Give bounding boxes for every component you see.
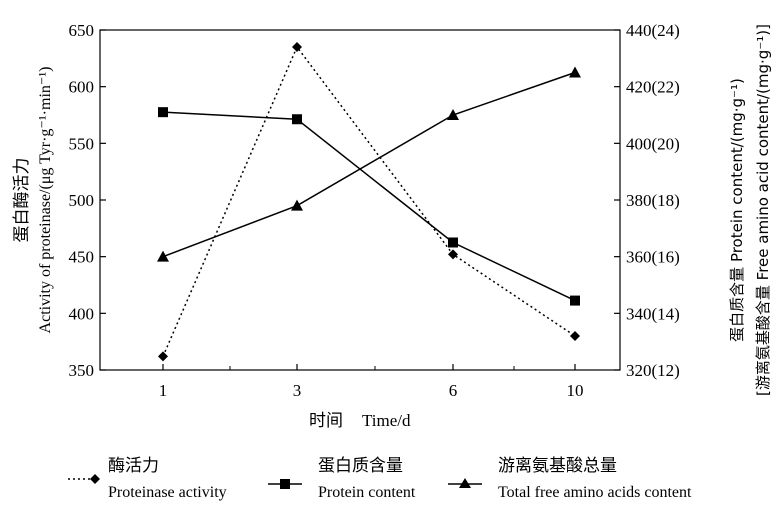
- amino-point: [447, 109, 459, 120]
- legend-triangle-marker: [459, 478, 471, 488]
- amino-series: [157, 66, 581, 262]
- right-axis-title-line1: 蛋白质含量 Protein content/(mg·g⁻¹): [728, 78, 746, 342]
- legend-label-amino-cn: 游离氨基酸总量: [498, 456, 617, 476]
- legend-item-proteinase: 酶活力 Proteinase activity: [68, 456, 227, 501]
- right-axis-title: 蛋白质含量 Protein content/(mg·g⁻¹) [游离氨基酸含量 …: [728, 24, 772, 396]
- legend-diamond-marker: [90, 474, 100, 484]
- protein-line: [162, 111, 576, 302]
- legend: 酶活力 Proteinase activity 蛋白质含量 Protein co…: [68, 456, 692, 501]
- plot-area-frame: [99, 29, 621, 371]
- left-tick-label: 650: [69, 21, 95, 40]
- amino-line: [162, 71, 576, 258]
- x-tick-label: 6: [449, 381, 458, 400]
- right-tick-label: 360(16): [626, 248, 680, 267]
- left-axis-title-cn: 蛋白酶活力: [12, 158, 32, 243]
- proteinase-point: [570, 331, 580, 341]
- left-tick-label: 550: [69, 134, 95, 153]
- proteinase-point: [158, 351, 168, 362]
- left-axis-title-en: Activity of proteinase/(μg Tyr·g⁻¹·min⁻¹…: [37, 67, 54, 334]
- legend-label-protein-cn: 蛋白质含量: [318, 456, 403, 476]
- x-axis-ticks: 1 3 6 10: [159, 364, 584, 400]
- left-axis-ticks: 350 400 450 500 550 600 650: [69, 21, 106, 380]
- proteinase-line: [162, 45, 576, 357]
- proteinase-point: [448, 249, 458, 260]
- x-axis-title: 时间 Time/d: [309, 411, 411, 431]
- legend-square-marker: [280, 479, 290, 489]
- right-tick-label: 440(24): [626, 21, 680, 40]
- proteinase-point: [292, 42, 302, 52]
- right-tick-label: 420(22): [626, 78, 680, 97]
- legend-item-amino: 游离氨基酸总量 Total free amino acids content: [448, 456, 692, 501]
- series-layer: [157, 42, 581, 362]
- x-tick-label: 1: [159, 381, 168, 400]
- amino-point: [157, 250, 169, 262]
- protein-point: [570, 295, 580, 306]
- protein-point: [292, 114, 302, 125]
- left-tick-label: 400: [69, 304, 95, 323]
- left-tick-label: 350: [69, 361, 95, 380]
- x-tick-label: 10: [567, 381, 584, 400]
- legend-label-proteinase-en: Proteinase activity: [108, 484, 227, 501]
- x-axis-title-en: Time/d: [362, 411, 411, 430]
- legend-item-protein: 蛋白质含量 Protein content: [268, 456, 416, 501]
- protein-point: [158, 107, 168, 118]
- left-tick-label: 600: [69, 78, 95, 97]
- protein-point: [448, 237, 458, 248]
- amino-point: [291, 199, 303, 211]
- x-tick-label: 3: [293, 381, 302, 400]
- left-tick-label: 450: [69, 248, 95, 267]
- right-axis-title-line2: [游离氨基酸含量 Free amino acid content/(mg·g⁻¹…: [754, 24, 772, 396]
- right-tick-label: 380(18): [626, 191, 680, 210]
- legend-label-proteinase-cn: 酶活力: [108, 456, 159, 476]
- amino-point: [569, 66, 581, 78]
- x-axis-title-cn: 时间: [309, 411, 343, 431]
- proteinase-series: [158, 42, 580, 362]
- left-axis-title: 蛋白酶活力 Activity of proteinase/(μg Tyr·g⁻¹…: [12, 67, 54, 334]
- protein-series: [158, 107, 580, 306]
- right-tick-label: 340(14): [626, 304, 680, 323]
- right-axis-ticks: 320(12) 340(14) 360(16) 380(18) 400(20) 420(2…: [614, 21, 680, 380]
- right-tick-label: 400(20): [626, 134, 680, 153]
- right-tick-label: 320(12): [626, 361, 680, 380]
- legend-label-protein-en: Protein content: [318, 484, 416, 501]
- left-tick-label: 500: [69, 191, 95, 210]
- legend-label-amino-en: Total free amino acids content: [498, 484, 692, 501]
